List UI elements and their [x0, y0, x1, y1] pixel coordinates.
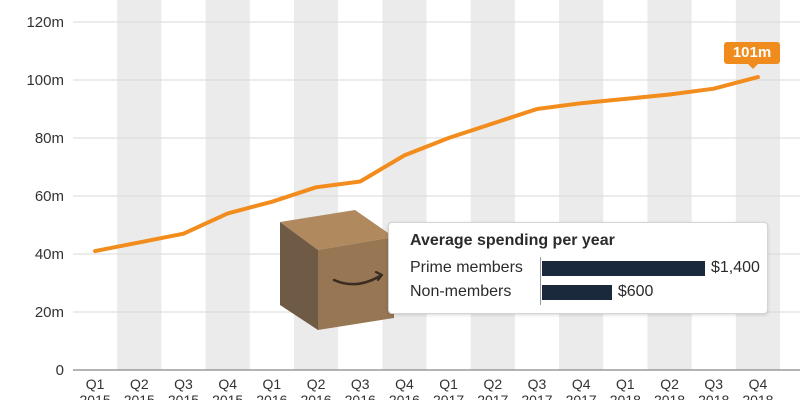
series-line [93, 75, 760, 254]
gridlines [73, 21, 800, 371]
amazon-box-icon [280, 210, 394, 330]
y-tick-label: 20m [35, 304, 64, 321]
x-tick-label: Q3 [351, 376, 370, 392]
callout-tail [748, 64, 758, 69]
x-tick-year: 2017 [566, 392, 597, 400]
smile-logo [332, 274, 382, 286]
x-tick-year: 2016 [389, 392, 420, 400]
x-tick-label: Q1 [616, 376, 635, 392]
y-tick-label: 100m [26, 72, 64, 89]
x-tick-year: 2018 [654, 392, 685, 400]
x-tick-label: Q4 [572, 376, 591, 392]
x-tick-year: 2018 [742, 392, 773, 400]
band [647, 0, 692, 370]
x-tick-year: 2015 [124, 392, 155, 400]
x-tick-year: 2016 [256, 392, 287, 400]
inset-axis [540, 281, 541, 305]
x-tick-year: 2018 [698, 392, 729, 400]
x-tick-year: 2015 [168, 392, 199, 400]
inset-value: $1,400 [711, 259, 760, 276]
alternating-bands [117, 0, 780, 370]
x-tick-year: 2017 [433, 392, 464, 400]
inset-axis [540, 257, 541, 281]
inset-row-nonmembers: Non-members $600 [410, 281, 760, 305]
x-tick-year: 2017 [521, 392, 552, 400]
x-tick-label: Q4 [218, 376, 237, 392]
x-tick-label: Q3 [174, 376, 193, 392]
x-tick-year: 2018 [610, 392, 641, 400]
x-tick-label: Q3 [704, 376, 723, 392]
x-tick-year: 2016 [345, 392, 376, 400]
inset-title: Average spending per year [410, 232, 615, 249]
x-tick-label: Q1 [86, 376, 105, 392]
x-tick-year: 2017 [477, 392, 508, 400]
x-tick-label: Q2 [307, 376, 326, 392]
x-tick-label: Q3 [528, 376, 547, 392]
value-callout: 101m [724, 42, 780, 64]
y-tick-label: 120m [26, 14, 64, 31]
x-tick-year: 2016 [300, 392, 331, 400]
y-tick-label: 40m [35, 246, 64, 263]
x-tick-label: Q2 [483, 376, 502, 392]
x-tick-label: Q2 [130, 376, 149, 392]
x-tick-label: Q1 [439, 376, 458, 392]
x-tick-year: 2015 [80, 392, 111, 400]
x-tick-label: Q1 [263, 376, 282, 392]
inset-bar [542, 285, 612, 300]
inset-label: Non-members [410, 283, 512, 300]
x-axis: Q12015Q22015Q32015Q42015Q12016Q22016Q320… [80, 376, 774, 400]
inset-value: $600 [617, 283, 654, 300]
band [470, 0, 515, 370]
x-tick-year: 2015 [212, 392, 243, 400]
inset-row-prime: Prime members $1,400 [410, 257, 760, 281]
y-tick-label: 80m [35, 130, 64, 147]
y-axis: 0 20m 40m 60m 80m 100m 120m [26, 14, 64, 379]
x-tick-label: Q4 [749, 376, 768, 392]
band [205, 0, 250, 370]
x-tick-label: Q2 [660, 376, 679, 392]
inset-bar [542, 261, 705, 276]
band [559, 0, 604, 370]
x-tick-label: Q4 [395, 376, 414, 392]
inset-label: Prime members [410, 259, 523, 276]
spending-inset: Average spending per year Prime members … [388, 222, 768, 314]
band [117, 0, 162, 370]
y-tick-label: 60m [35, 188, 64, 205]
y-tick-label: 0 [56, 362, 64, 379]
